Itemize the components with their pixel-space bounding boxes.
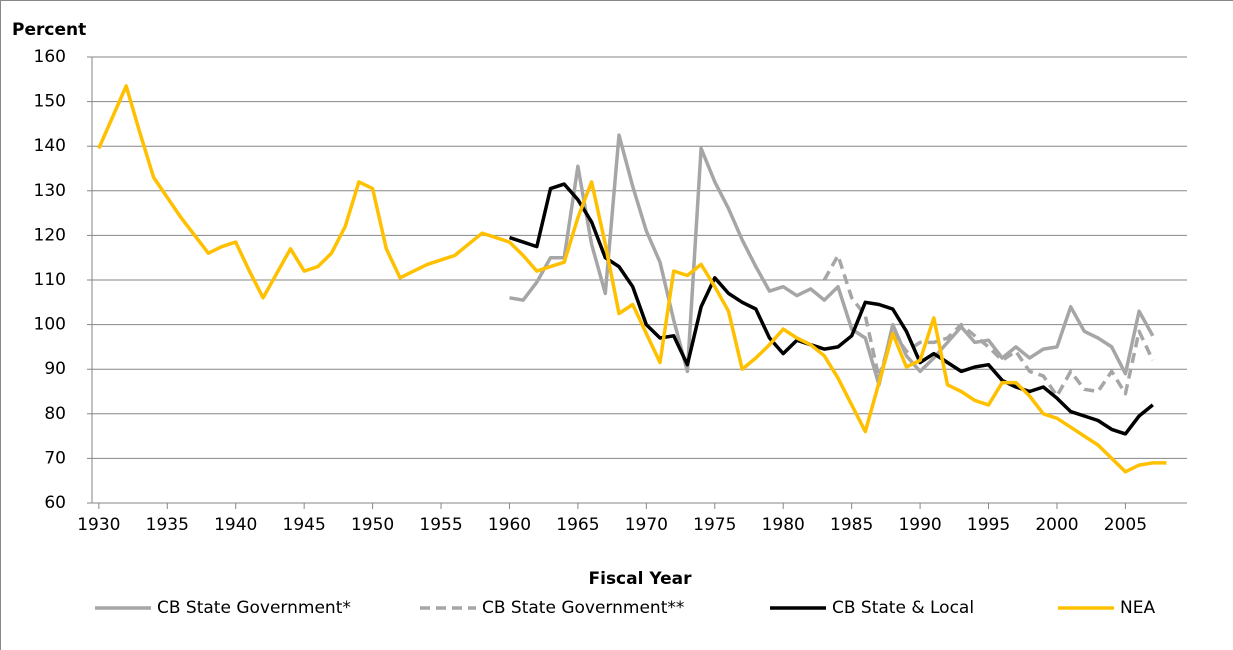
x-tick-label: 1930	[77, 515, 120, 535]
series-line	[97, 84, 1167, 474]
legend-label: CB State Government**	[482, 598, 684, 618]
x-tick-label: 1955	[419, 515, 462, 535]
x-tick-label: 2005	[1104, 515, 1147, 535]
y-tick-label: 60	[44, 493, 66, 513]
x-tick-label: 1995	[967, 515, 1010, 535]
y-tick-label: 70	[44, 448, 66, 468]
series-line	[508, 182, 1154, 436]
series-line	[822, 253, 1155, 398]
y-tick-label: 160	[34, 47, 66, 67]
x-tick-label: 1965	[556, 515, 599, 535]
y-axis-label: Percent	[12, 20, 86, 40]
legend-label: NEA	[1120, 598, 1155, 618]
legend-label: CB State & Local	[832, 598, 974, 618]
y-tick-label: 110	[34, 270, 66, 290]
x-tick-label: 1950	[351, 515, 394, 535]
x-tick-label: 1980	[762, 515, 805, 535]
legend-label: CB State Government*	[157, 598, 351, 618]
y-tick-label: 120	[34, 225, 66, 245]
x-tick-label: 1975	[693, 515, 736, 535]
series-line	[509, 133, 1155, 387]
y-tick-label: 80	[44, 404, 66, 424]
x-tick-label: 1985	[830, 515, 873, 535]
x-tick-label: 1940	[214, 515, 257, 535]
x-tick-label: 1960	[488, 515, 531, 535]
x-tick-label: 1935	[146, 515, 189, 535]
x-tick-label: 1945	[283, 515, 326, 535]
y-tick-label: 100	[34, 315, 66, 335]
y-tick-label: 90	[44, 359, 66, 379]
x-axis-label: Fiscal Year	[589, 569, 693, 589]
y-tick-label: 130	[34, 181, 66, 201]
x-tick-label: 2000	[1035, 515, 1078, 535]
y-tick-label: 150	[34, 92, 66, 112]
x-tick-label: 1970	[625, 515, 668, 535]
x-tick-label: 1990	[898, 515, 941, 535]
y-tick-label: 140	[34, 136, 66, 156]
